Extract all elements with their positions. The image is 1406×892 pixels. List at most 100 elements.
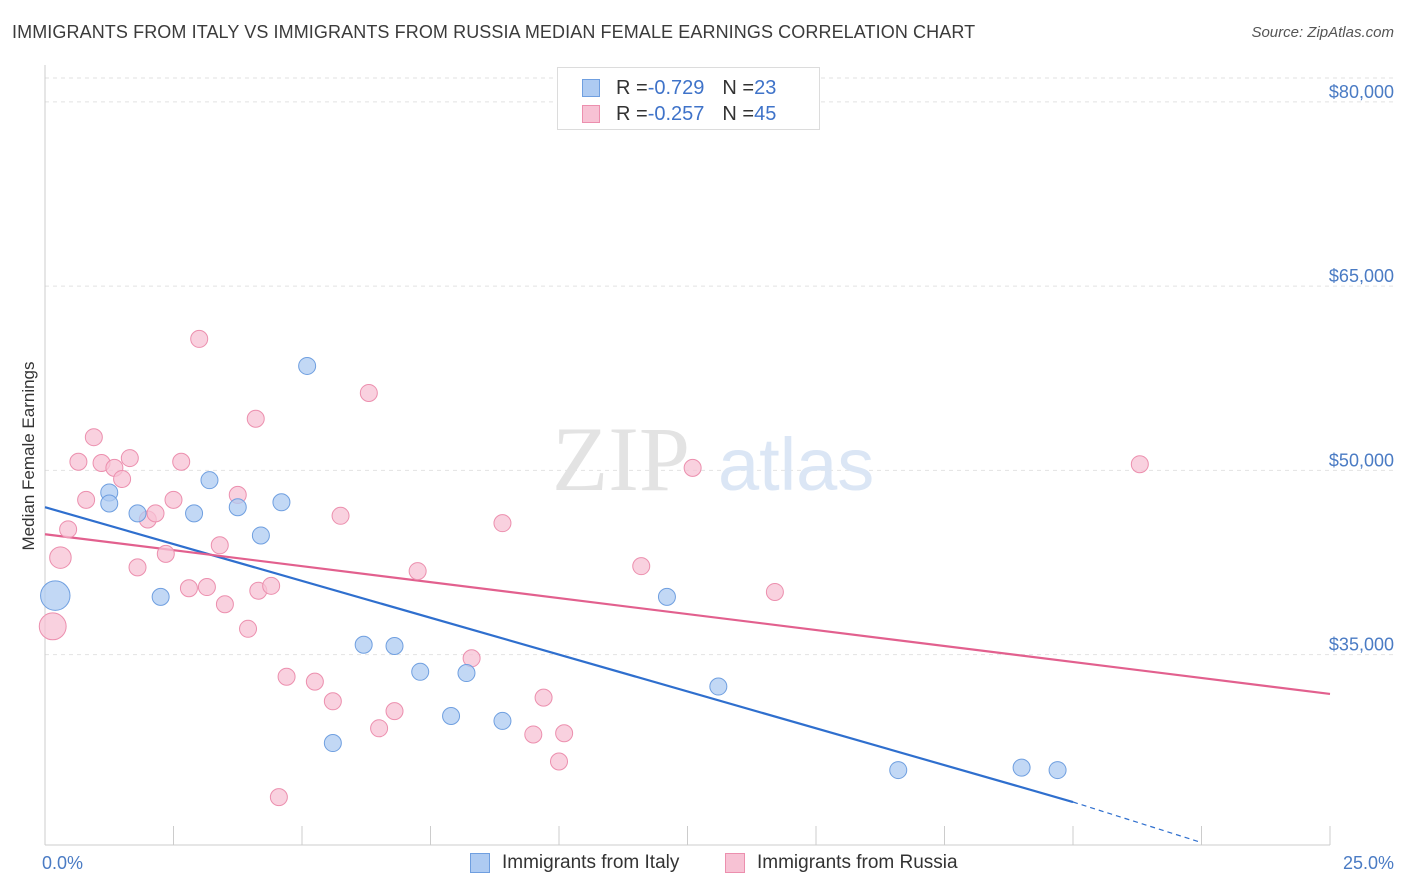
data-point-russia	[113, 469, 132, 488]
data-point-italy	[251, 526, 270, 545]
data-point-russia	[262, 576, 281, 595]
legend-russia-n-label: N =	[722, 102, 755, 125]
data-point-russia	[84, 428, 103, 447]
data-point-russia	[246, 409, 265, 428]
legend-italy-n-label: N =	[722, 76, 755, 99]
data-point-italy	[151, 587, 170, 606]
data-point-russia	[323, 692, 342, 711]
x-tick-label-min: 0.0%	[42, 853, 83, 873]
series-legend-label-italy: Immigrants from Italy	[502, 852, 680, 873]
data-point-russia	[215, 595, 234, 614]
data-point-russia	[128, 558, 147, 577]
legend-italy-r-label: R =	[616, 76, 648, 99]
data-point-russia	[164, 490, 183, 509]
data-point-russia	[172, 452, 191, 471]
watermark-zip: ZIP	[552, 408, 690, 510]
series-legend-italy: Immigrants from Italy	[470, 852, 679, 874]
data-point-italy	[40, 580, 71, 611]
data-point-russia	[197, 578, 216, 597]
y-tick-label: $50,000	[1329, 450, 1394, 470]
series-legend-label-russia: Immigrants from Russia	[757, 852, 958, 873]
data-point-russia	[765, 582, 784, 601]
data-point-russia	[550, 752, 568, 771]
legend-swatch-russia	[582, 105, 600, 123]
data-point-russia	[120, 449, 139, 468]
data-point-italy	[385, 637, 404, 656]
data-point-italy	[1012, 758, 1031, 777]
data-point-russia	[359, 383, 378, 402]
watermark: ZIP atlas	[552, 408, 874, 510]
legend-russia-r-value: -0.257	[647, 102, 705, 125]
legend-italy-n-value: 23	[754, 76, 777, 99]
data-point-russia	[179, 579, 198, 598]
y-tick-label: $35,000	[1329, 635, 1394, 655]
data-point-italy	[457, 664, 476, 683]
y-tick-label: $65,000	[1329, 266, 1394, 286]
data-point-russia	[370, 719, 389, 738]
chart-title: IMMIGRANTS FROM ITALY VS IMMIGRANTS FROM…	[12, 22, 976, 42]
data-point-russia	[69, 452, 88, 471]
data-point-russia	[493, 514, 512, 533]
data-point-russia	[305, 672, 324, 691]
legend-italy-r-value: -0.729	[647, 76, 705, 99]
y-tick-labels: $35,000 $50,000 $65,000 $80,000	[1329, 82, 1394, 655]
watermark-atlas: atlas	[718, 423, 874, 506]
data-point-russia	[269, 788, 288, 807]
data-point-italy	[272, 493, 291, 512]
data-point-russia	[239, 619, 258, 638]
data-point-italy	[657, 587, 676, 606]
legend-row-russia: R = -0.257 N = 45	[582, 101, 776, 127]
data-point-italy	[442, 707, 461, 726]
data-point-russia	[524, 725, 543, 744]
data-point-russia	[156, 544, 175, 563]
y-tick-label: $80,000	[1329, 82, 1394, 102]
data-point-russia	[59, 520, 78, 539]
data-point-russia	[331, 506, 350, 525]
data-point-russia	[632, 557, 651, 576]
trend-line-russia	[44, 533, 1331, 696]
data-point-russia	[555, 724, 574, 743]
data-point-russia	[534, 688, 553, 707]
data-point-italy	[493, 711, 512, 730]
data-point-russia	[408, 562, 427, 581]
axes	[44, 65, 1331, 846]
data-point-italy	[128, 504, 147, 523]
data-point-russia	[38, 612, 67, 641]
data-point-russia	[49, 546, 72, 569]
data-point-italy	[411, 662, 430, 681]
source-label: Source: ZipAtlas.com	[1251, 24, 1394, 41]
trend-lines	[44, 506, 1331, 844]
data-point-italy	[323, 734, 342, 753]
data-point-russia	[190, 329, 209, 348]
data-point-russia	[385, 702, 404, 721]
series-legend-russia: Immigrants from Russia	[725, 852, 958, 874]
data-point-russia	[277, 667, 296, 686]
legend-row-italy: R = -0.729 N = 23	[582, 75, 776, 101]
series-legend-swatch-italy	[470, 853, 490, 873]
data-point-italy	[185, 504, 204, 523]
x-tick-label-max: 25.0%	[1343, 853, 1394, 873]
data-point-russia	[210, 536, 229, 555]
data-point-russia	[146, 504, 165, 523]
data-point-italy	[228, 498, 247, 517]
data-point-italy	[889, 761, 908, 780]
data-points	[38, 329, 1149, 807]
y-axis-label: Median Female Earnings	[19, 362, 38, 551]
trend-line-italy-extension	[1072, 801, 1202, 844]
gridlines	[45, 77, 1394, 656]
series-legend-swatch-russia	[725, 853, 745, 873]
data-point-italy	[354, 635, 373, 654]
data-point-russia	[683, 458, 702, 477]
data-point-italy	[200, 471, 219, 490]
legend-swatch-italy	[582, 79, 600, 97]
correlation-legend: R = -0.729 N = 23 R = -0.257 N = 45	[557, 67, 820, 130]
data-point-italy	[100, 494, 119, 513]
data-point-russia	[1130, 455, 1149, 474]
legend-russia-n-value: 45	[754, 102, 777, 125]
data-point-italy	[709, 677, 728, 696]
legend-russia-r-label: R =	[616, 102, 648, 125]
data-point-italy	[1048, 761, 1067, 780]
data-point-russia	[77, 490, 96, 509]
data-point-italy	[298, 356, 317, 375]
